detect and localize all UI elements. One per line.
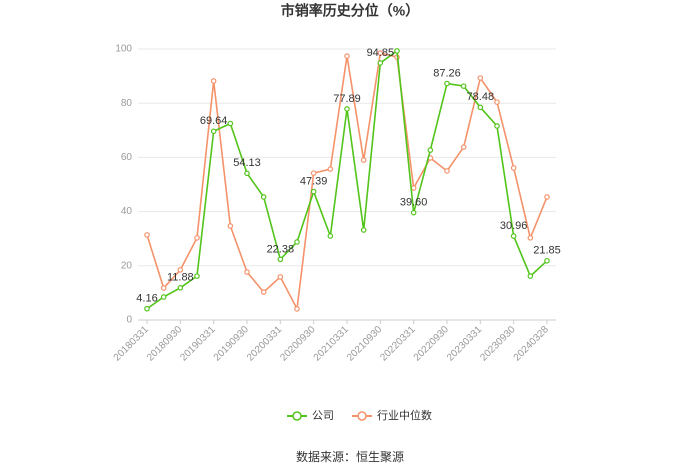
x-tick-label: 20210331 — [312, 324, 352, 364]
x-tick-label: 20210930 — [345, 324, 385, 364]
legend-label: 行业中位数 — [377, 408, 432, 422]
point — [344, 106, 350, 112]
point — [344, 53, 350, 59]
point — [494, 123, 500, 129]
point — [510, 233, 517, 239]
source: 数据来源：恒生聚源 — [296, 449, 404, 464]
y-tick-label: 0 — [126, 315, 132, 326]
point — [477, 75, 484, 81]
value-label: 94.85 — [367, 47, 395, 59]
x-tick-label: 20220930 — [412, 324, 452, 364]
y-tick-label: 80 — [121, 98, 133, 109]
point — [527, 235, 534, 241]
point — [327, 233, 334, 239]
point — [210, 128, 217, 135]
point — [544, 194, 550, 200]
legend-marker — [292, 411, 302, 421]
point — [227, 223, 234, 229]
point — [160, 285, 167, 291]
x-tick-label: 20190331 — [178, 324, 218, 364]
y-tick-label: 40 — [121, 206, 133, 217]
value-label: 54.13 — [233, 157, 261, 169]
point — [244, 269, 250, 275]
point — [444, 168, 450, 174]
point — [544, 257, 550, 264]
value-label: 87.26 — [433, 67, 461, 79]
point — [494, 99, 500, 105]
point — [244, 170, 250, 177]
point — [377, 60, 384, 66]
point — [460, 83, 467, 89]
value-label: 77.89 — [333, 93, 361, 105]
point — [444, 80, 450, 87]
point — [260, 194, 267, 200]
point — [144, 232, 150, 238]
value-label: 69.64 — [200, 115, 228, 127]
value-label: 21.85 — [533, 245, 561, 257]
point — [427, 147, 434, 153]
legend-label: 公司 — [312, 410, 334, 422]
x-tick-label: 20180930 — [145, 324, 185, 364]
point — [410, 185, 417, 191]
point — [294, 306, 300, 312]
point — [310, 188, 317, 195]
y-tick-label: 100 — [115, 44, 132, 55]
point — [177, 267, 184, 273]
y-tick-label: 60 — [121, 152, 133, 163]
x-tick-label: 20230930 — [478, 324, 518, 364]
point — [477, 104, 484, 111]
value-label: 39.60 — [400, 197, 428, 209]
point — [527, 273, 534, 279]
point — [294, 239, 300, 245]
legend-marker — [357, 411, 367, 421]
x-tick-label: 20180331 — [112, 324, 152, 364]
x-tick-label: 20220331 — [378, 324, 418, 364]
point — [410, 209, 417, 216]
point — [277, 256, 284, 263]
x-tick-label: 20230331 — [445, 324, 485, 364]
legend-item: 行业中位数 — [352, 408, 432, 422]
point — [177, 285, 184, 291]
y-tick-label: 20 — [121, 260, 133, 271]
value-label: 22.38 — [267, 243, 295, 255]
x-tick-label: 20200331 — [245, 324, 285, 364]
chart-title: 市销率历史分位（%） — [281, 3, 419, 19]
point — [327, 166, 334, 172]
value-label: 4.16 — [136, 293, 157, 305]
point — [260, 289, 267, 295]
value-label: 11.88 — [167, 272, 194, 284]
x-tick-label: 20200930 — [278, 324, 318, 364]
point — [227, 120, 234, 127]
value-label: 47.39 — [300, 175, 328, 187]
point — [277, 274, 284, 280]
point — [394, 48, 400, 54]
x-tick-label: 20190930 — [212, 324, 252, 364]
point — [144, 305, 150, 312]
point — [360, 157, 367, 163]
point — [360, 227, 367, 233]
point — [194, 273, 200, 279]
point — [510, 165, 517, 171]
point — [460, 144, 467, 150]
series-line — [146, 49, 548, 310]
value-label: 30.96 — [500, 220, 528, 232]
value-label: 78.48 — [467, 91, 495, 103]
point — [160, 294, 167, 300]
point — [377, 50, 384, 56]
point — [310, 170, 317, 176]
x-tick-label: 20240328 — [512, 324, 552, 364]
point — [210, 78, 217, 84]
legend-item: 公司 — [287, 410, 334, 422]
point — [194, 235, 200, 241]
